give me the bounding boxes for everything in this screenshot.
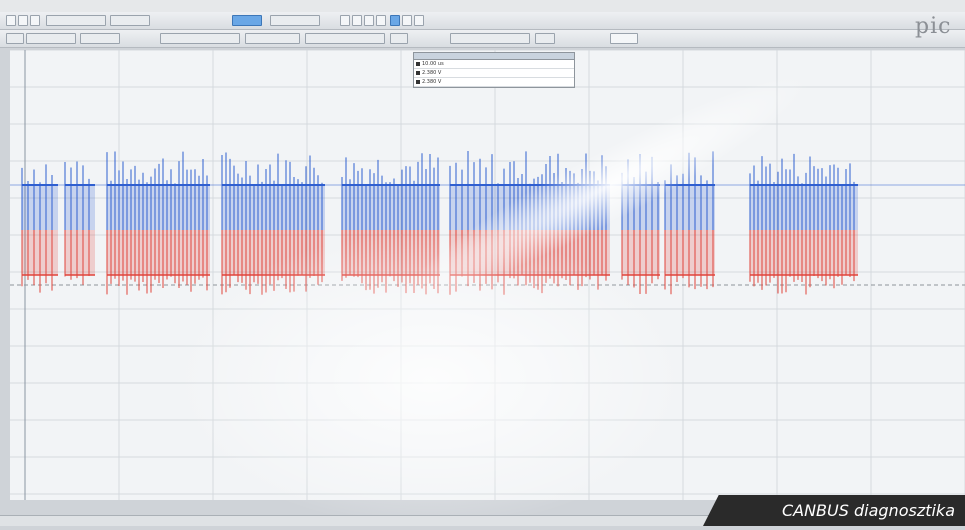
ruler-icon[interactable] <box>414 15 424 26</box>
undo-zoom-icon[interactable] <box>402 15 412 26</box>
file-icon[interactable] <box>6 15 16 26</box>
channel-b-range-select[interactable] <box>160 33 240 44</box>
caption-text: CANBUS diagnosztika <box>781 501 955 520</box>
scope-traces <box>10 150 965 295</box>
trigger-select[interactable] <box>305 33 385 44</box>
pointer-icon[interactable] <box>340 15 350 26</box>
channel-a-burst <box>65 185 95 230</box>
zoom-select[interactable] <box>270 15 320 26</box>
trigger-channel-select[interactable] <box>390 33 408 44</box>
channel-b-burst <box>65 230 95 275</box>
channel-a-coupling-select[interactable] <box>80 33 120 44</box>
measurement-row: 2.380 V <box>414 78 574 87</box>
channel-a-burst <box>510 185 610 230</box>
channel-b-burst <box>342 230 440 275</box>
save-icon[interactable] <box>18 15 28 26</box>
hand-icon[interactable] <box>352 15 362 26</box>
timebase-select[interactable] <box>46 15 106 26</box>
status-bar <box>0 515 965 526</box>
zoom-in-icon[interactable] <box>364 15 374 26</box>
measurements-table[interactable]: 10.00 us 2.380 V 2.380 V <box>413 52 575 88</box>
channel-b-burst <box>510 230 610 275</box>
channel-a-button[interactable] <box>6 33 24 44</box>
zoom-out-icon[interactable] <box>376 15 386 26</box>
samples-select[interactable] <box>110 15 150 26</box>
trigger-level-select[interactable] <box>450 33 530 44</box>
trigger-edge-select[interactable] <box>535 33 555 44</box>
run-button[interactable] <box>232 15 262 26</box>
channel-toolbar <box>0 30 965 48</box>
measurement-row: 10.00 us <box>414 60 574 69</box>
oscilloscope-display[interactable] <box>10 50 965 500</box>
print-icon[interactable] <box>30 15 40 26</box>
measurement-row: 2.380 V <box>414 69 574 78</box>
channel-a-range-select[interactable] <box>26 33 76 44</box>
photo-caption: CANBUS diagnosztika <box>703 495 965 526</box>
main-toolbar <box>0 12 965 30</box>
channel-a-burst <box>342 185 440 230</box>
measurements-header <box>414 53 574 60</box>
zoom-fit-icon[interactable] <box>390 15 400 26</box>
menu-bar: ​ <box>0 0 965 12</box>
trigger-status-icon[interactable] <box>610 33 638 44</box>
app-brand: pic <box>915 14 952 39</box>
channel-b-coupling-select[interactable] <box>245 33 300 44</box>
